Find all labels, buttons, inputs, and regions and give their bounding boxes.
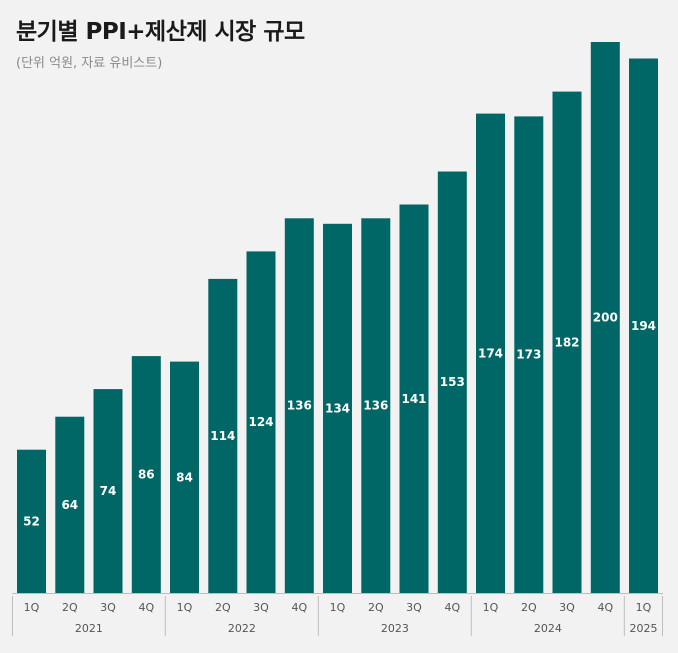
bar — [323, 223, 352, 594]
bar-value-label: 84 — [176, 470, 193, 484]
x-tick-label: 2Q — [62, 601, 78, 614]
bar — [437, 171, 467, 593]
x-tick-label: 2Q — [368, 601, 384, 614]
x-tick-label: 3Q — [100, 601, 116, 614]
bar — [399, 204, 429, 593]
bar-value-label: 141 — [401, 392, 426, 406]
x-tick-label: 1Q — [24, 601, 40, 614]
x-tick-label: 2Q — [521, 601, 537, 614]
bar-value-label: 86 — [138, 468, 155, 482]
year-label: 2021 — [75, 622, 103, 635]
bar-value-label: 182 — [554, 335, 579, 349]
bar-value-label: 52 — [23, 514, 40, 528]
bar — [55, 416, 85, 593]
bar-value-label: 194 — [631, 319, 656, 333]
year-label: 2023 — [381, 622, 409, 635]
bar-value-label: 134 — [325, 401, 350, 415]
x-tick-label: 1Q — [330, 601, 346, 614]
bar — [552, 91, 582, 593]
x-tick-label: 4Q — [138, 601, 154, 614]
bar-value-label: 153 — [440, 375, 465, 389]
bar — [590, 42, 620, 593]
bar — [17, 449, 46, 593]
chart-title: 분기별 PPI+제산제 시장 규모 — [16, 19, 305, 45]
bar — [170, 361, 199, 593]
bar — [246, 251, 276, 593]
x-tick-label: 3Q — [559, 601, 575, 614]
x-tick-label: 1Q — [483, 601, 499, 614]
year-label: 2024 — [534, 622, 562, 635]
x-tick-label: 4Q — [291, 601, 307, 614]
x-tick-label: 4Q — [597, 601, 613, 614]
bar-value-label: 173 — [516, 348, 541, 362]
x-tick-label: 3Q — [406, 601, 422, 614]
bar — [131, 356, 161, 593]
bar — [361, 218, 391, 594]
bar — [208, 278, 238, 593]
bar-value-label: 174 — [478, 346, 503, 360]
bar-value-label: 136 — [287, 399, 312, 413]
x-tick-label: 1Q — [177, 601, 193, 614]
bar-value-label: 114 — [210, 429, 235, 443]
bar-value-label: 64 — [61, 498, 78, 512]
x-tick-label: 3Q — [253, 601, 269, 614]
bar — [284, 218, 314, 594]
bar-value-label: 74 — [100, 484, 117, 498]
chart-subtitle: (단위 억원, 자료 유비스트) — [16, 56, 163, 71]
bar-value-label: 136 — [363, 399, 388, 413]
year-label: 2025 — [630, 622, 658, 635]
x-tick-label: 1Q — [636, 601, 652, 614]
x-tick-label: 2Q — [215, 601, 231, 614]
bar — [93, 389, 123, 593]
bar-value-label: 124 — [248, 415, 273, 429]
bar-value-label: 200 — [593, 311, 618, 325]
x-tick-label: 4Q — [444, 601, 460, 614]
bar — [514, 116, 544, 594]
year-label: 2022 — [228, 622, 256, 635]
bar — [476, 113, 505, 593]
bar — [629, 58, 658, 593]
